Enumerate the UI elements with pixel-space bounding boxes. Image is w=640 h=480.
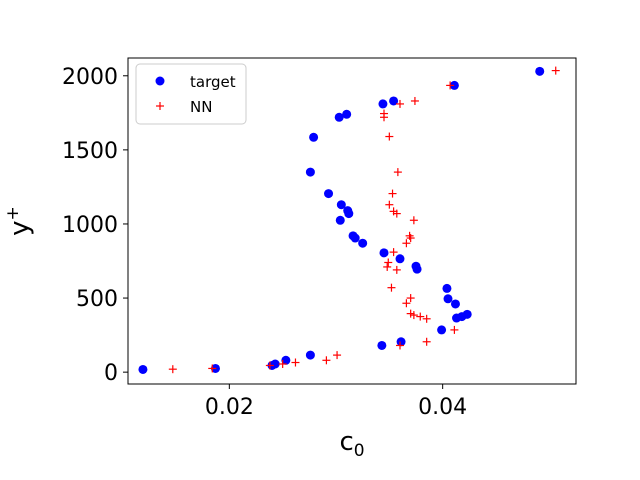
target-point [309,132,319,142]
target-point [377,340,387,350]
target-point [343,206,353,216]
x-tick-label: 0.02 [205,395,254,420]
target-point [138,364,148,374]
target-point [336,200,346,210]
y-tick-label: 1000 [62,213,118,238]
target-point [281,355,291,365]
target-point [270,359,280,369]
legend-nn-marker [156,102,164,110]
nn-point [410,96,419,105]
nn-point [396,341,404,350]
y-tick-label: 500 [76,287,118,312]
nn-point [422,314,431,323]
legend: target NN [135,63,247,125]
y-axis-ticks: 0 500 1000 1500 2000 [62,65,128,386]
y-tick-label: 2000 [62,65,118,90]
nn-point [402,299,411,308]
target-point [389,96,399,106]
target-point [395,254,405,264]
x-axis-label: c0 [339,427,364,461]
nn-point [409,216,418,225]
nn-point [393,168,402,177]
nn-point [322,356,331,365]
target-point [324,189,334,199]
target-point [449,80,459,90]
target-point [411,261,421,271]
legend-nn-label: NN [190,98,212,116]
target-point [342,109,352,119]
nn-point [422,337,431,346]
nn-point [389,207,398,216]
target-point [334,112,344,122]
target-point [335,215,345,225]
nn-point [385,132,394,141]
nn-point [380,109,388,118]
nn-point [406,309,415,318]
target-point [462,309,472,319]
y-tick-label: 1500 [62,139,118,164]
nn-point [396,99,404,108]
nn-point [416,312,425,321]
legend-target-label: target [190,73,236,91]
target-point [442,283,452,293]
nn-point [392,265,401,274]
nn-point [168,365,177,374]
nn-point [208,364,217,373]
data-marks [138,66,560,374]
nn-point [405,231,414,240]
target-point [378,99,388,109]
nn-point [278,359,287,368]
nn-point [291,358,300,367]
nn-point [406,294,415,303]
nn-point [387,283,396,292]
target-point [379,248,389,258]
target-point [358,238,368,248]
target-point [450,299,460,309]
target-point [437,325,447,335]
nn-point [450,325,459,334]
nn-point [333,351,342,360]
target-point [348,231,358,241]
target-point [305,167,315,177]
x-tick-label: 0.04 [418,395,467,420]
series-nn [168,66,560,374]
nn-point [385,200,394,209]
target-point [396,337,406,347]
plot-frame [127,57,577,385]
nn-point [446,81,455,90]
nn-point [388,189,397,198]
target-point [535,66,545,76]
x-axis-ticks: 0.02 0.04 [205,384,467,420]
nn-point [384,258,393,267]
nn-point [402,239,411,248]
nn-point [389,248,398,257]
target-point [443,294,453,304]
y-axis-label: y+ [3,206,35,236]
legend-target-marker [155,76,165,86]
nn-point [383,262,392,271]
y-tick-label: 0 [104,361,118,386]
nn-point [265,361,274,370]
nn-point [551,66,560,75]
target-point [305,350,315,360]
